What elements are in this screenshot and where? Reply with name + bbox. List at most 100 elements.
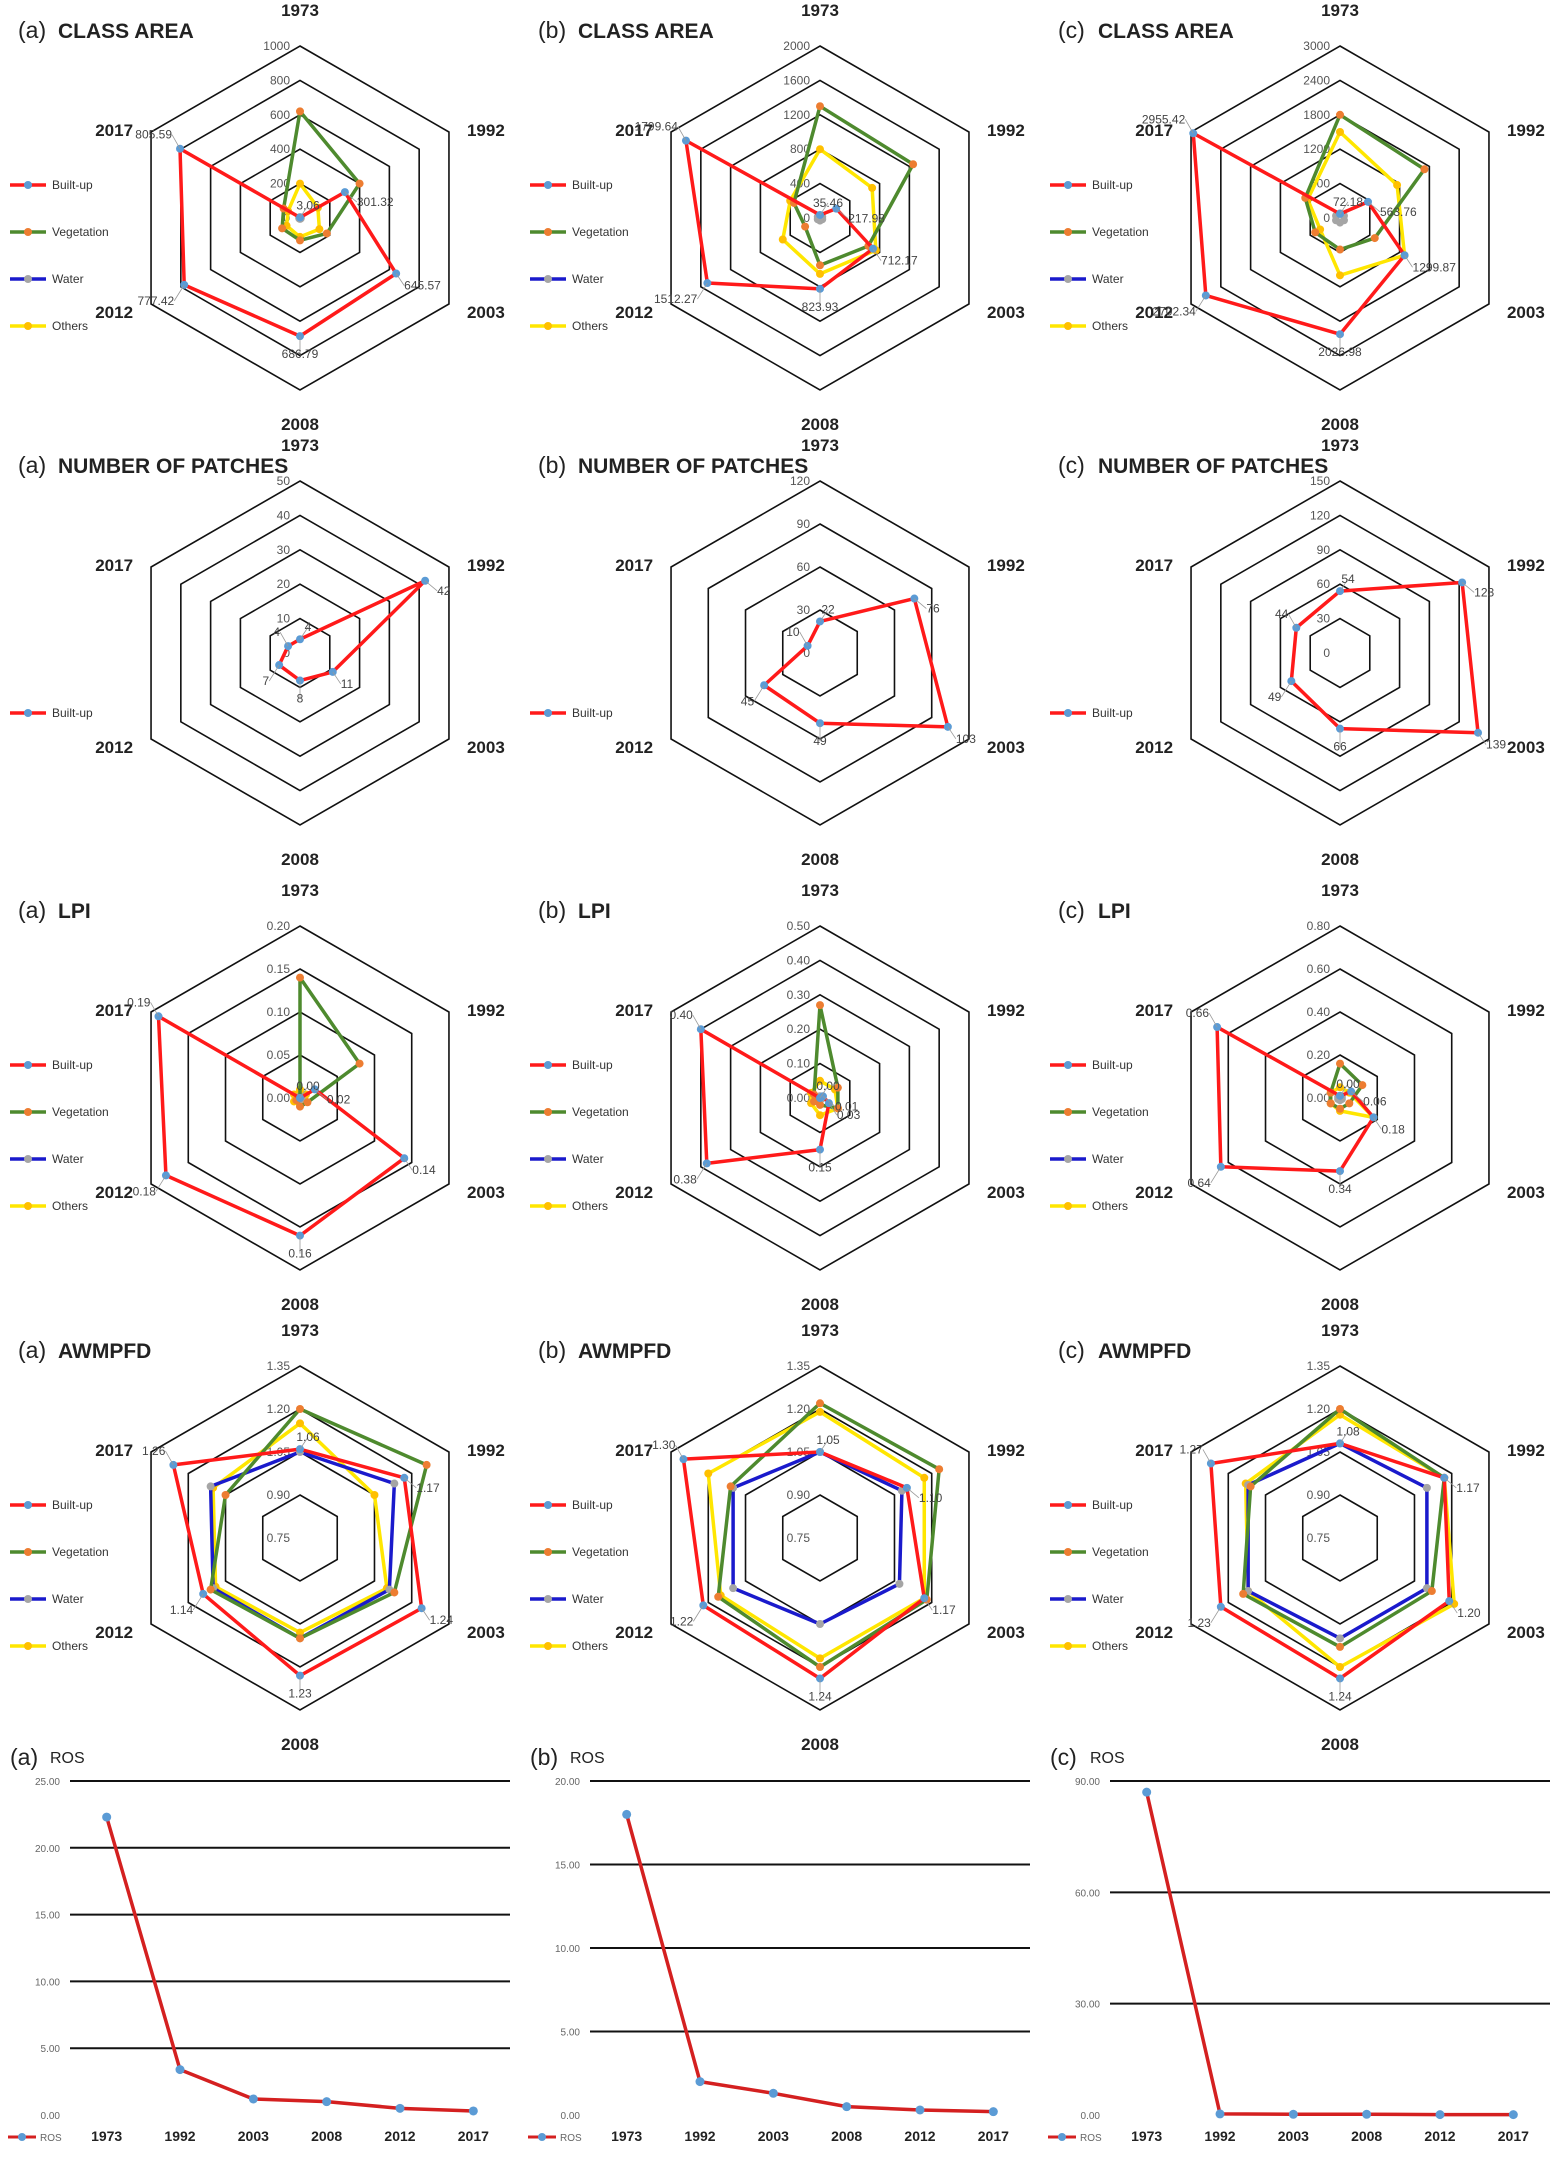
legend-label-built-up: Built-up [1092, 178, 1133, 192]
ros-point [622, 1809, 632, 1819]
data-label: 0.03 [837, 1108, 861, 1122]
data-point-vegetation [1246, 1482, 1255, 1491]
data-label: 1.26 [142, 1444, 166, 1458]
legend-label-water: Water [1092, 1152, 1124, 1166]
series-line-vegetation [280, 109, 362, 243]
data-label: 49 [813, 734, 827, 748]
axis-label-2012: 2012 [1135, 1183, 1173, 1202]
axis-label-2017: 2017 [95, 121, 133, 140]
radar-chart: (b) CLASS AREA200016001200800400019731992… [530, 1, 1025, 434]
legend-label-others: Others [572, 1639, 608, 1653]
tick-label: 200 [270, 177, 290, 191]
label-leader [1461, 582, 1475, 593]
data-point-vegetation [714, 1592, 723, 1601]
chart-title: ROS [570, 1750, 605, 1767]
radar-panel-aw_c: (c) AWMPFD 1.35 1.20 1.05 0.90 0.75 1973 1992 200… [1040, 1320, 1559, 1754]
tick-label: 1600 [783, 73, 810, 87]
grid-ring [1249, 548, 1431, 758]
chart-title: NUMBER OF PATCHES [1098, 455, 1328, 478]
grid-ring [224, 1451, 376, 1625]
data-label: 1.24 [1328, 1689, 1352, 1703]
data-point-built-up [920, 1594, 929, 1603]
y-tick-label: 15.00 [555, 1861, 580, 1872]
tick-label: 10 [277, 612, 291, 626]
legend-label-built-up: Built-up [572, 706, 613, 720]
y-tick-label: 20.00 [555, 1777, 580, 1788]
label-leader [1210, 1166, 1222, 1184]
data-point-built-up [1336, 1167, 1344, 1176]
ros-line [1144, 1791, 1514, 2117]
series-line-built-up [1215, 1025, 1376, 1173]
data-label: 1.14 [170, 1603, 194, 1617]
radar-chart: (a) AWMPFD1.351.201.050.900.7519731992200… [10, 1321, 505, 1754]
data-label: 0.06 [1363, 1095, 1387, 1109]
axis-label-2017: 2017 [615, 1001, 653, 1020]
grid-ring [209, 548, 391, 758]
axis-label-1973: 1973 [281, 881, 319, 900]
tick-label: 0.75 [267, 1531, 291, 1545]
label-leader [835, 208, 849, 219]
axis-label-2003: 2003 [987, 303, 1025, 322]
data-point-water [390, 1479, 399, 1488]
data-label: 1799.64 [635, 120, 679, 134]
radar-panel-aw_b: (b) AWMPFD 1.35 1.20 1.05 0.90 0.75 1973 1992 200… [520, 1320, 1040, 1754]
label-leader [1208, 1012, 1218, 1028]
tick-label: 0.50 [787, 919, 811, 933]
x-tick-label-2017: 2017 [1498, 2128, 1529, 2144]
data-point-built-up [296, 1671, 304, 1680]
grid-ring [670, 1365, 970, 1711]
data-point-built-up [328, 667, 337, 676]
tick-label: 0.40 [1307, 1005, 1331, 1019]
data-label: 1512.27 [654, 292, 698, 306]
x-tick-label-1973: 1973 [611, 2128, 642, 2144]
data-label: 1.23 [288, 1687, 312, 1701]
label-leader [1367, 201, 1381, 213]
legend-label-built-up: Built-up [1092, 1058, 1133, 1072]
legend-marker-ros [538, 2133, 546, 2141]
legend-marker-vegetation [24, 1548, 32, 1556]
data-label: 8 [297, 692, 304, 706]
axis-label-1992: 1992 [1507, 121, 1545, 140]
data-point-vegetation [355, 1059, 364, 1068]
y-tick-label: 10.00 [555, 1944, 580, 1955]
axis-label-2003: 2003 [1507, 1623, 1545, 1642]
data-label: 1.17 [416, 1481, 440, 1495]
label-leader [819, 202, 829, 216]
tick-label: 1800 [1303, 108, 1330, 122]
axis-label-2003: 2003 [467, 1623, 505, 1642]
series-line-built-up [762, 596, 950, 729]
data-point-water [895, 1579, 904, 1588]
chart-title: ROS [50, 1750, 85, 1767]
legend-marker-water [1064, 275, 1072, 283]
axis-label-1973: 1973 [801, 1321, 839, 1340]
label-leader [822, 1095, 836, 1107]
legend-label-built-up: Built-up [572, 1498, 613, 1512]
data-label: 123 [1474, 585, 1494, 599]
legend-marker-others [24, 1202, 32, 1210]
series-line-vegetation [792, 104, 915, 268]
data-label: 1.20 [1457, 1606, 1481, 1620]
legend-label-vegetation: Vegetation [572, 1545, 629, 1559]
axis-label-1973: 1973 [281, 1, 319, 20]
data-label: 1.17 [932, 1603, 956, 1617]
grid-ring [1264, 1451, 1416, 1625]
grid-ring [781, 1494, 859, 1582]
data-label: 0.18 [1382, 1122, 1406, 1136]
data-point-vegetation [303, 1098, 312, 1107]
line-panel-ros_b: (b) ROS 20.00 15.00 10.00 5.00 0.00 1973 1992 200… [520, 1744, 1040, 2159]
line-panel-ros_c: (c) ROS 90.00 60.00 30.00 0.00 1973 1992 2003 200… [1040, 1744, 1559, 2159]
radar-chart: (b) LPI 0.50 0.40 0.30 0.20 0.10 0.00 1973 1992 20… [530, 881, 1025, 1314]
label-leader [1281, 680, 1292, 698]
label-leader [696, 1163, 708, 1180]
legend-label-others: Others [572, 319, 608, 333]
data-point-built-up [169, 1460, 178, 1469]
data-point-vegetation [909, 160, 918, 169]
ros-point [768, 2088, 778, 2098]
data-point-vegetation [810, 1097, 819, 1106]
data-label: 0.34 [1328, 1182, 1352, 1196]
data-point-built-up [1336, 1439, 1344, 1448]
data-point-built-up [1213, 1023, 1222, 1032]
axis-label-1992: 1992 [1507, 556, 1545, 575]
tick-label: 0.60 [1307, 962, 1331, 976]
label-leader [171, 134, 181, 149]
